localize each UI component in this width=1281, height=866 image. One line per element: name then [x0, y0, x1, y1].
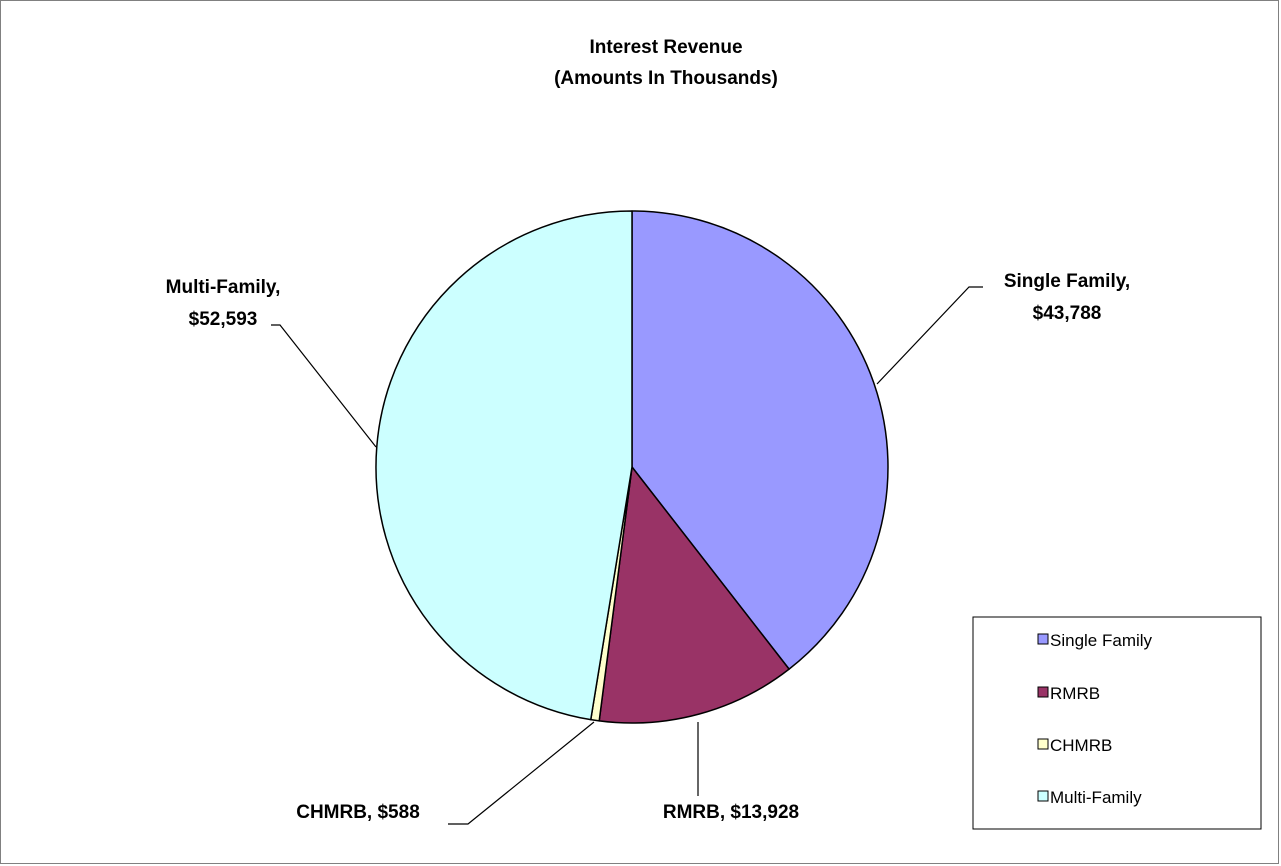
data-label-single-family: $43,788	[1033, 303, 1102, 324]
legend-swatch-single-family	[1037, 633, 1049, 645]
data-label-single-family: Single Family,	[1004, 271, 1130, 292]
legend-swatch-multi-family	[1037, 790, 1049, 802]
chart-title: Interest Revenue	[589, 37, 742, 58]
leader-line-single-family	[876, 286, 983, 385]
pie-slice-multi-family	[375, 210, 633, 721]
legend: Single Family RMRB CHMRB Multi-Family	[972, 616, 1262, 830]
chart-subtitle: (Amounts In Thousands)	[554, 68, 778, 89]
data-label-chmrb: CHMRB, $588	[296, 802, 420, 823]
data-label-multi-family: Multi-Family,	[166, 277, 281, 298]
pie-slices	[375, 210, 889, 724]
pie-slice-rmrb	[598, 466, 790, 724]
legend-box	[972, 616, 1262, 830]
legend-swatch-rmrb	[1037, 686, 1049, 698]
legend-swatch-chmrb	[1037, 738, 1049, 750]
data-label-multi-family: $52,593	[189, 309, 258, 330]
legend-label-multi-family: Multi-Family	[1050, 788, 1142, 807]
legend-label-rmrb: RMRB	[1050, 684, 1100, 703]
legend-label-chmrb: CHMRB	[1050, 736, 1112, 755]
pie-slice-single-family	[631, 210, 889, 670]
leader-line-multi-family	[271, 324, 377, 448]
data-label-rmrb: RMRB, $13,928	[663, 802, 799, 823]
data-labels: Single Family, $43,788 RMRB, $13,928 CHMRB,…	[166, 271, 1131, 823]
legend-label-single-family: Single Family	[1050, 631, 1153, 650]
leader-lines	[271, 286, 983, 825]
leader-line-chmrb	[448, 721, 595, 825]
